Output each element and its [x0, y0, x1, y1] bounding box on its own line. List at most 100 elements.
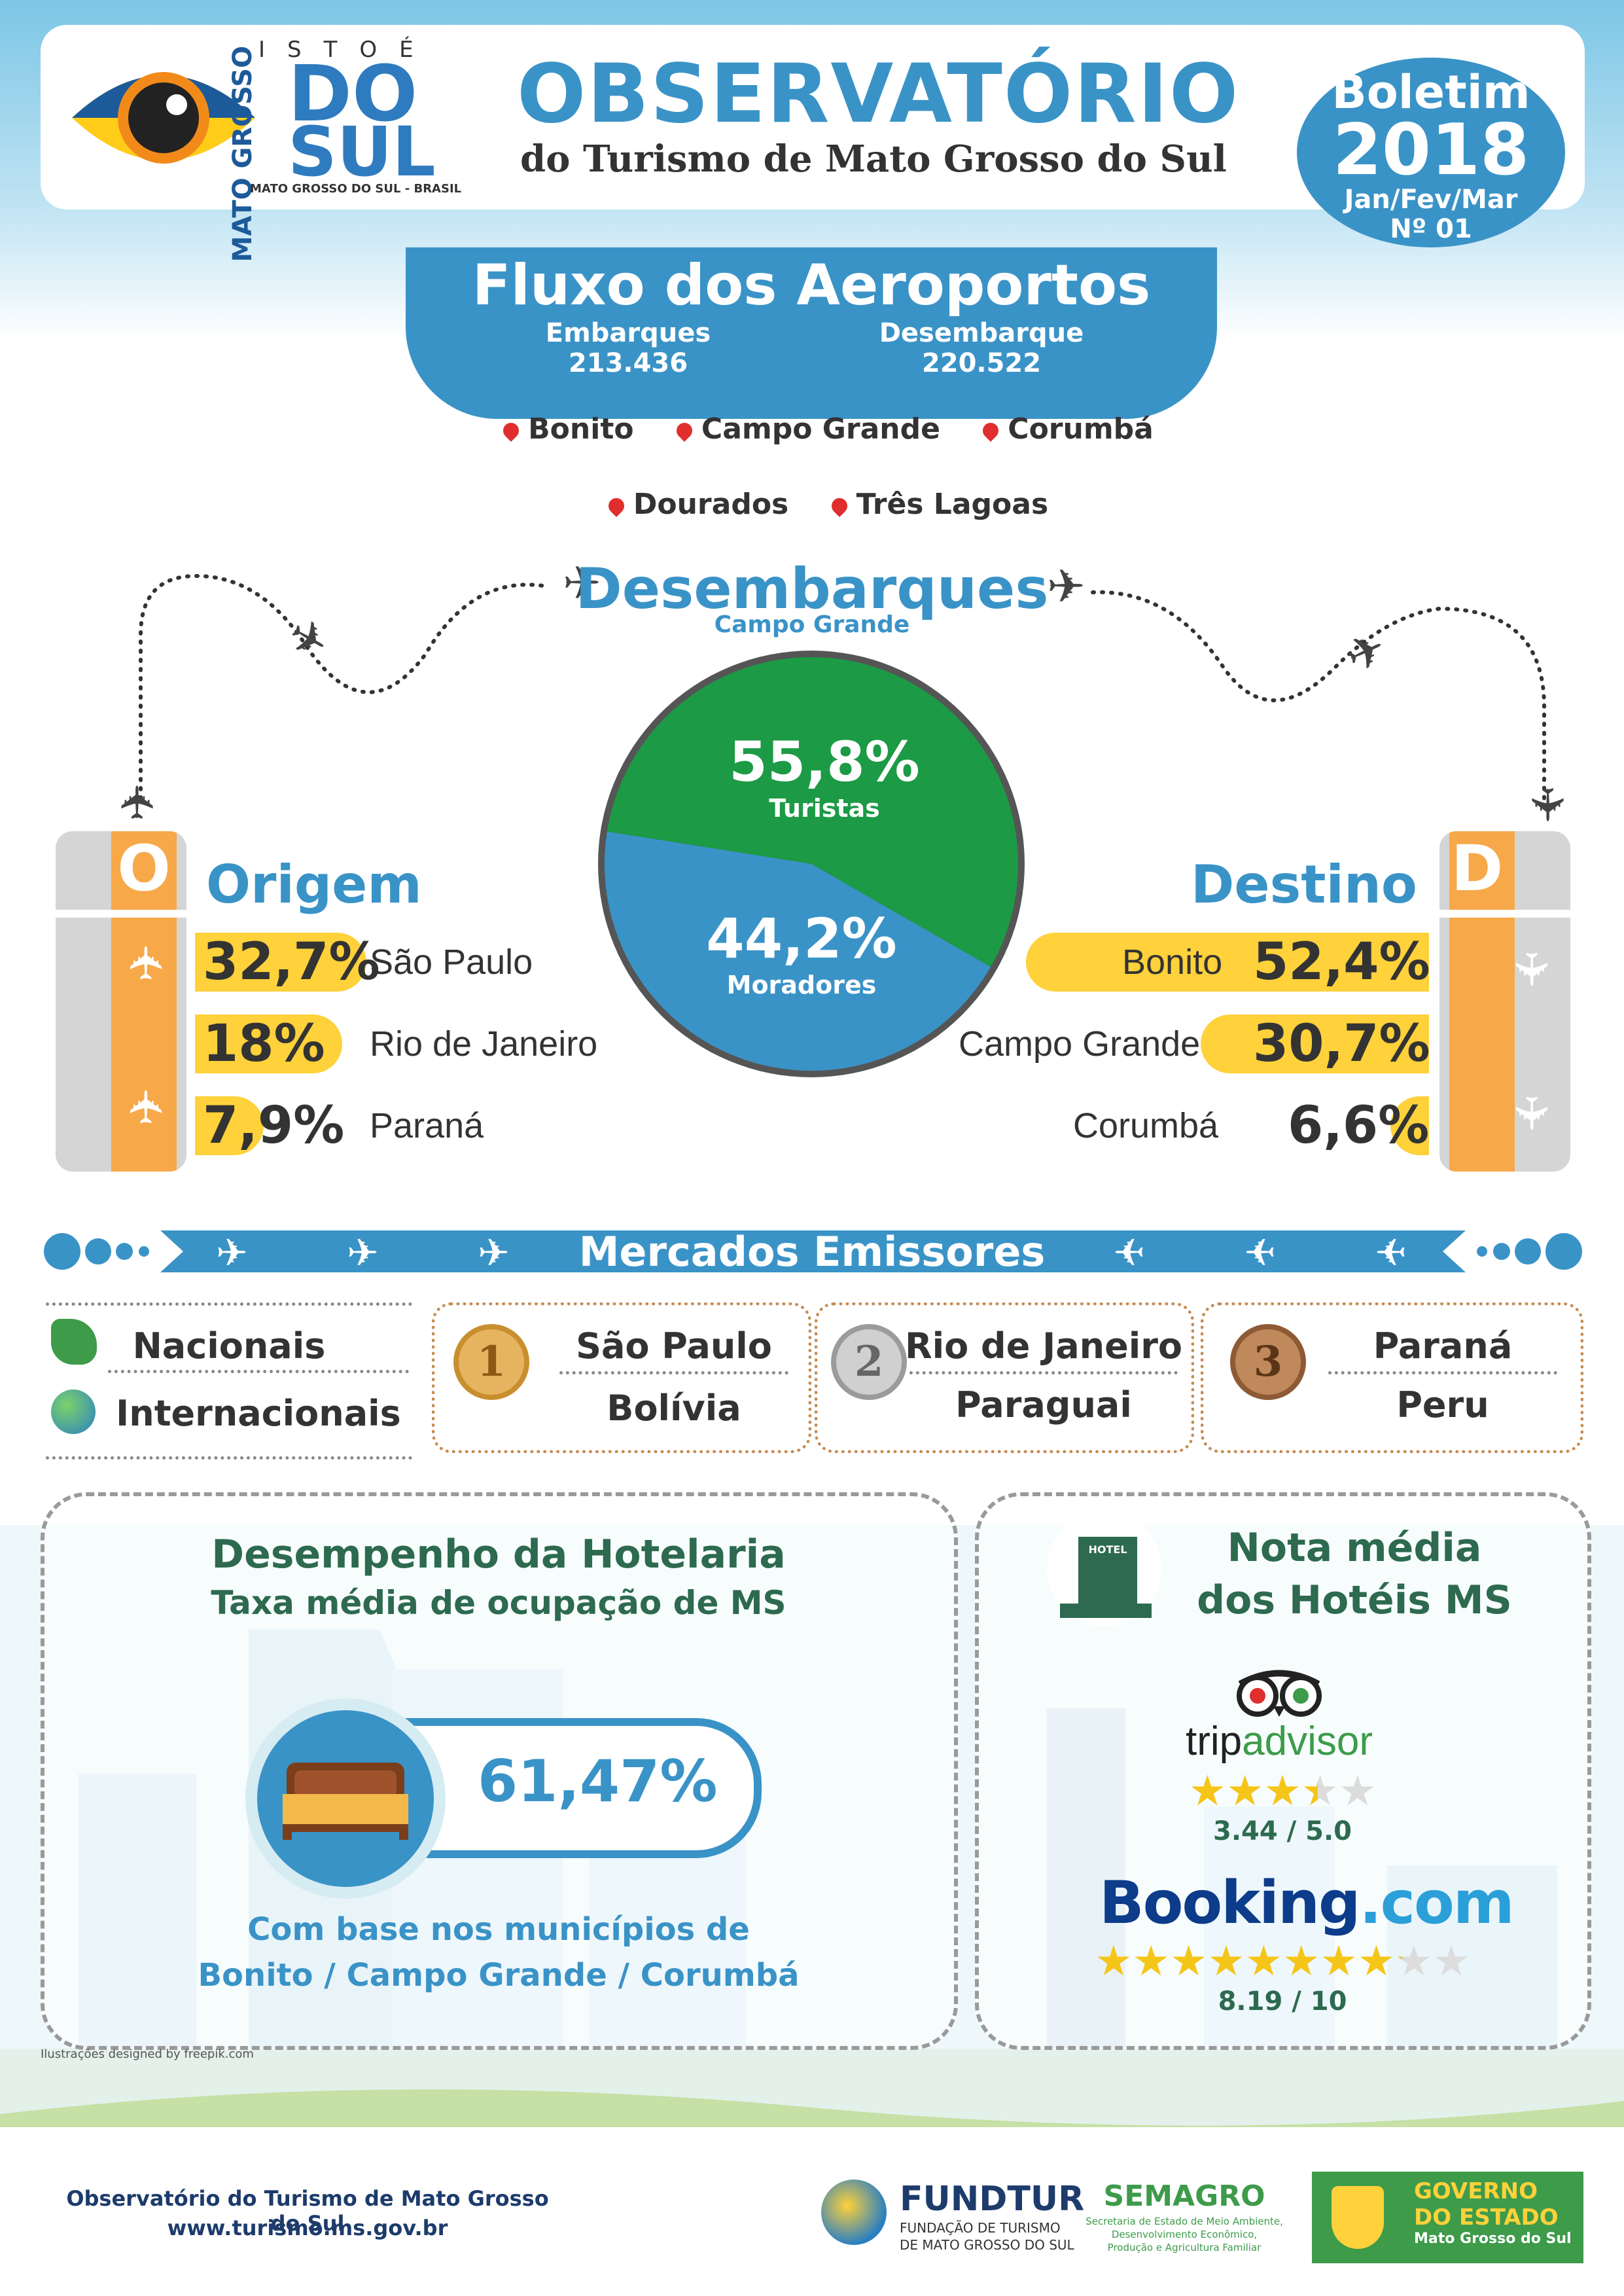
semagro-sub-1: Secretaria de Estado de Meio Ambiente, — [1086, 2215, 1283, 2227]
rating-star-icon: ★ — [1226, 1767, 1264, 1816]
pie-name-turistas: Turistas — [769, 794, 880, 823]
logo-sub-text: MATO GROSSO DO SUL - BRASIL — [250, 182, 462, 196]
origem-bar-1 — [195, 933, 366, 992]
airplane-icon: ✈ — [111, 783, 165, 821]
rank-number-3: 3 — [1253, 1337, 1283, 1386]
rank-3-internacional: Peru — [1396, 1384, 1489, 1426]
airplane-icon: ✈ — [1047, 560, 1086, 613]
airplane-icon: ✈ — [1520, 785, 1574, 824]
gov-line-3: Mato Grosso do Sul — [1414, 2231, 1572, 2247]
rank-number-1: 1 — [476, 1337, 506, 1386]
airport-item: Bonito — [528, 412, 634, 446]
embarques-label: Embarques — [545, 318, 711, 348]
destino-pct-2: 30,7% — [1253, 1014, 1430, 1073]
hotelaria-note-2: Bonito / Campo Grande / Corumbá — [198, 1957, 800, 1994]
rank-box-2: 2 Rio de Janeiro Paraguai — [815, 1302, 1194, 1453]
destino-letter: D — [1451, 832, 1504, 905]
origem-bar-3 — [195, 1096, 264, 1155]
destino-pct-1: 52,4% — [1253, 933, 1430, 992]
tripadvisor-logo-trip: trip — [1185, 1719, 1243, 1764]
location-pin-icon — [673, 420, 696, 442]
tripadvisor-logo-advisor: advisor — [1242, 1719, 1373, 1764]
rank-box-1: 1 São Paulo Bolívia — [432, 1302, 811, 1453]
runway-airplane-icon: ✈ — [1504, 950, 1558, 989]
runway-airplane-icon: ✈ — [1504, 1094, 1558, 1133]
rank-3-nacional: Paraná — [1373, 1325, 1513, 1367]
desembarques-pie-chart — [598, 651, 1025, 1077]
desembarques-subtitle: Campo Grande — [714, 611, 910, 638]
svg-text:✈: ✈ — [347, 1230, 379, 1275]
destino-title: Destino — [1191, 854, 1417, 915]
brazil-map-icon — [51, 1319, 97, 1365]
destino-place-1: Bonito — [1122, 942, 1223, 982]
hotelaria-subtitle: Taxa média de ocupação de MS — [211, 1584, 786, 1622]
rating-star-icon: ★ — [1188, 1767, 1226, 1816]
pie-label-turistas: 55,8% Turistas — [694, 730, 955, 823]
origem-pct-2: 18% — [203, 1014, 325, 1073]
mercados-title: Mercados Emissores — [578, 1228, 1046, 1276]
flight-path-decoration: ✈ ✈ ✈ ✈ ✈ ✈ — [111, 556, 1574, 824]
svg-text:✈: ✈ — [216, 1230, 248, 1275]
svg-text:✈: ✈ — [478, 1230, 510, 1275]
fundtur-name: FUNDTUR — [900, 2179, 1085, 2219]
rating-star-icon: ★ — [1339, 1767, 1377, 1816]
airport-item: Campo Grande — [701, 412, 940, 446]
desembarque-block: Desembarque 220.522 — [864, 318, 1099, 378]
origem-bar-2 — [195, 1014, 342, 1073]
semagro-sub-2: Desenvolvimento Econômico, — [1111, 2229, 1258, 2240]
embarques-block: Embarques 213.436 — [510, 318, 746, 378]
rating-star-icon: ★ — [1357, 1937, 1396, 1986]
page-title: OBSERVATÓRIO — [517, 47, 1240, 141]
svg-text:✈: ✈ — [1113, 1230, 1145, 1275]
logo-sul-text: SUL — [288, 112, 436, 192]
airport-item: Dourados — [633, 488, 789, 521]
gov-coat-of-arms-icon — [1312, 2172, 1403, 2263]
illustration-credit: Ilustrações designed by freepik.com — [41, 2047, 254, 2061]
fundtur-sub-2: DE MATO GROSSO DO SUL — [900, 2237, 1074, 2253]
rank-number-2: 2 — [854, 1337, 884, 1386]
bed-icon — [283, 1763, 408, 1840]
rank-2-internacional: Paraguai — [955, 1384, 1132, 1426]
booking-logo: Booking.com — [1099, 1869, 1515, 1937]
rank-2-nacional: Rio de Janeiro — [905, 1325, 1182, 1367]
hotelaria-title: Desempenho da Hotelaria — [211, 1532, 786, 1577]
ocupacao-value: 61,47% — [478, 1748, 718, 1815]
tripadvisor-score: 3.44 / 5.0 — [1212, 1816, 1352, 1846]
location-pin-icon — [828, 495, 851, 517]
svg-text:✈: ✈ — [1244, 1230, 1276, 1275]
rating-star-icon: ★ — [1395, 1937, 1433, 1986]
silver-medal-icon: 2 — [831, 1324, 907, 1400]
boletim-number: Nº 01 — [1390, 214, 1472, 244]
rating-star-icon: ★ — [1169, 1937, 1208, 1986]
logo-mato-grosso-text: MATO GROSSO — [228, 46, 258, 262]
boletim-year: 2018 — [1332, 109, 1530, 191]
fundtur-logo-icon — [821, 2179, 887, 2245]
hotel-building-icon: HOTEL — [1047, 1512, 1161, 1626]
airport-list-row1: Bonito Campo Grande Corumbá — [0, 412, 1624, 446]
pie-value-turistas: 55,8% — [729, 730, 920, 794]
fluxo-panel: Fluxo dos Aeroportos Embarques 213.436 D… — [406, 247, 1217, 419]
logo-top-text: ISTOÉ — [258, 37, 436, 63]
origem-letter: O — [117, 832, 171, 905]
origem-place-1: São Paulo — [370, 942, 533, 982]
rank-box-3: 3 Paraná Peru — [1201, 1302, 1583, 1453]
rating-star-icon: ★ — [1301, 1767, 1339, 1816]
origem-pct-3: 7,9% — [203, 1096, 345, 1155]
svg-text:✈: ✈ — [1375, 1230, 1407, 1275]
rating-star-icon: ★ — [1263, 1767, 1301, 1816]
gov-line-1: GOVERNO — [1414, 2178, 1538, 2204]
desembarque-label: Desembarque — [879, 318, 1084, 348]
nota-title-2: dos Hotéis MS — [1197, 1577, 1512, 1623]
logo-do-text: DO — [288, 48, 418, 139]
boletim-badge: Boletim 2018 Jan/Fev/Mar Nº 01 — [1297, 58, 1565, 247]
rating-star-icon: ★ — [1282, 1937, 1320, 1986]
pie-value-moradores: 44,2% — [706, 906, 897, 971]
footer-url[interactable]: www.turismo.ms.gov.br — [167, 2215, 448, 2240]
location-pin-icon — [980, 420, 1002, 442]
rating-star-icon: ★ — [1244, 1937, 1282, 1986]
booking-score: 8.19 / 10 — [1218, 1986, 1347, 2017]
booking-logo-com: .com — [1359, 1869, 1514, 1937]
bed-badge — [245, 1698, 446, 1899]
destino-bar-1 — [1026, 933, 1429, 992]
rating-star-icon: ★ — [1432, 1937, 1470, 1986]
